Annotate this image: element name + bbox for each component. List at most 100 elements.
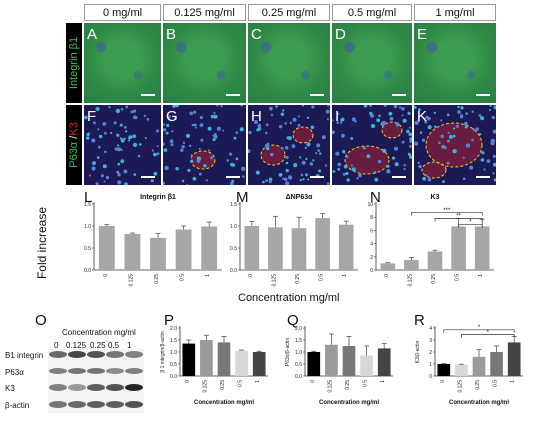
- nucleus-dot: [284, 146, 289, 150]
- chart-b1-integrin-actin: 0.0 0.5 1.0 1.5 2.0 β 1 integrin/β-actin 0 0.12…: [160, 326, 268, 406]
- nucleus-dot: [113, 121, 117, 125]
- nucleus-dot: [409, 155, 412, 159]
- nucleus-dot: [403, 168, 406, 171]
- y-tick-label: 1.5: [230, 202, 237, 208]
- nucleus-dot: [472, 128, 476, 131]
- panel-letter-f: F: [87, 108, 97, 125]
- nucleus-dot: [156, 145, 159, 148]
- nucleus-dot: [327, 105, 330, 107]
- nucleus-dot: [146, 117, 150, 121]
- wb-lane-1: 1: [127, 341, 132, 350]
- k3-positive-region: [421, 161, 447, 179]
- nucleus-dot: [421, 138, 426, 142]
- nucleus-dot: [120, 138, 125, 143]
- nucleus-dot: [370, 123, 376, 129]
- nucleus-dot: [306, 116, 310, 119]
- nucleus-dot: [265, 179, 268, 182]
- nucleus-dot: [284, 122, 287, 125]
- p63-band: [106, 368, 124, 374]
- bar: [404, 260, 419, 270]
- nucleus-dot: [492, 130, 495, 133]
- bar: [235, 350, 248, 376]
- nucleus-dot: [117, 162, 121, 166]
- nucleus-dot: [306, 142, 311, 147]
- nucleus-dot: [171, 130, 174, 133]
- nucleus-dot: [216, 105, 219, 107]
- chart-dnp63a: ΔNP63α 0.0 0.5 1.0 1.5 0 0.125 0.25 0.5 1: [230, 194, 358, 287]
- nucleus-dot: [389, 116, 394, 121]
- nucleus-dot: [377, 159, 382, 164]
- nucleus-dot: [391, 156, 395, 160]
- x-tick-label: 0.125: [407, 274, 413, 287]
- western-blot-image: [48, 349, 144, 413]
- x-tick-label: 0.5: [319, 274, 325, 281]
- bar: [377, 348, 391, 376]
- chart-k3-actin: 0 1 2 3 4 K3/β-actin 0 0.125 0.25 0.5 1 Concentrati…: [415, 325, 523, 406]
- row-label-p63-k3: P63α /K3: [66, 105, 82, 185]
- row-label-integrin: Integrin β1: [66, 23, 82, 103]
- nucleus-dot: [409, 141, 412, 143]
- nucleus-dot: [452, 149, 457, 154]
- nucleus-dot: [491, 115, 496, 120]
- fold-increase-label: Fold increase: [35, 206, 49, 280]
- nucleus-dot: [433, 111, 436, 114]
- bar: [201, 226, 218, 270]
- nucleus-dot: [96, 156, 100, 159]
- bar: [200, 340, 213, 376]
- nucleus-dot: [156, 152, 160, 156]
- x-axis-label: Concentration mg/ml: [194, 400, 254, 406]
- nucleus-dot: [280, 112, 285, 116]
- nucleus-dot: [492, 154, 496, 158]
- nucleus-dot: [460, 106, 464, 110]
- nucleus-dot: [340, 117, 345, 122]
- bar: [268, 227, 283, 270]
- nucleus-dot: [318, 169, 321, 173]
- nucleus-dot: [196, 159, 201, 163]
- bar: [360, 355, 373, 376]
- nucleus-dot: [105, 175, 110, 180]
- nucleus-dot: [321, 135, 326, 140]
- nucleus-dot: [326, 118, 329, 121]
- nucleus-dot: [336, 121, 339, 124]
- scale-bar: [392, 176, 406, 178]
- nucleus-dot: [102, 122, 107, 126]
- x-tick-label: 0.5: [238, 380, 244, 387]
- x-axis-label: Concentration mg/ml: [319, 400, 379, 406]
- scale-bar: [141, 176, 155, 178]
- nucleus-dot: [332, 131, 335, 134]
- actin-band: [87, 401, 105, 408]
- nucleus-dot: [493, 105, 496, 110]
- y-tick-label: 0.5: [170, 362, 177, 368]
- bar: [244, 226, 260, 270]
- wb-lane-05: 0.5: [108, 341, 120, 350]
- nucleus-dot: [406, 129, 410, 134]
- nucleus-dot: [255, 170, 260, 175]
- y-tick-label: 0: [429, 374, 432, 380]
- nucleus-dot: [100, 174, 104, 178]
- nucleus-dot: [190, 159, 194, 163]
- nucleus-dot: [408, 132, 412, 137]
- wb-band-label-k3: K3: [5, 384, 15, 393]
- nucleus-dot: [190, 154, 193, 157]
- x-tick-label: 0.25: [475, 380, 481, 390]
- nucleus-dot: [144, 136, 147, 140]
- y-tick-label: 0.5: [230, 246, 237, 252]
- nucleus-dot: [446, 113, 450, 117]
- x-tick-label: 1: [510, 380, 516, 383]
- nucleus-dot: [110, 131, 113, 135]
- nucleus-dot: [285, 161, 289, 165]
- b1-integrin-band: [106, 351, 124, 358]
- bar: [325, 344, 338, 376]
- significance-bracket: [458, 224, 483, 228]
- nucleus-dot: [419, 131, 423, 134]
- nucleus-dot: [229, 152, 233, 156]
- chart-title: K3: [431, 194, 440, 201]
- nucleus-dot: [418, 108, 421, 112]
- nucleus-dot: [427, 177, 432, 182]
- nucleus-dot: [285, 168, 289, 173]
- b1-integrin-band: [87, 351, 105, 358]
- nucleus-dot: [407, 152, 411, 156]
- significance-marker: *: [469, 220, 472, 226]
- nucleus-dot: [193, 123, 197, 127]
- nucleus-dot: [401, 114, 404, 117]
